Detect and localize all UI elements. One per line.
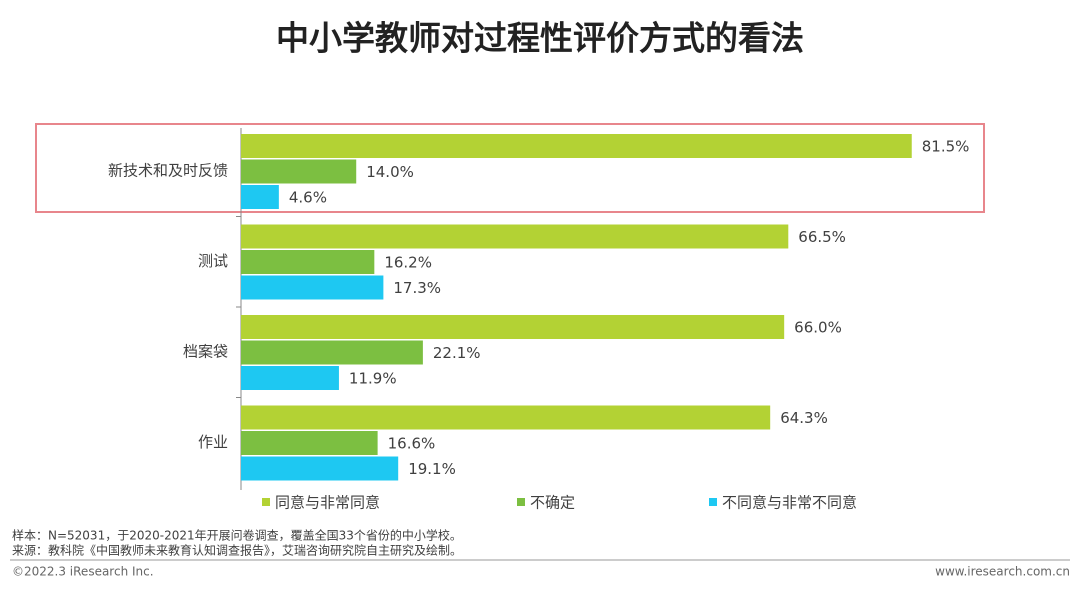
value-label: 66.0% — [794, 319, 842, 337]
legend-swatch — [709, 498, 717, 506]
bar — [241, 134, 912, 158]
value-label: 66.5% — [798, 228, 846, 246]
bar — [241, 340, 423, 365]
highlight-box — [35, 123, 985, 213]
category-label: 作业 — [198, 433, 228, 451]
bar — [241, 431, 378, 455]
value-label: 19.1% — [408, 460, 456, 478]
bar — [241, 405, 771, 430]
website: www.iresearch.com.cn — [935, 565, 1070, 579]
category-label: 新技术和及时反馈 — [108, 162, 228, 180]
value-label: 64.3% — [780, 409, 828, 427]
value-label: 17.3% — [393, 279, 441, 297]
value-label: 16.2% — [384, 254, 432, 272]
category-label: 测试 — [198, 252, 228, 270]
legend-label: 同意与非常同意 — [275, 494, 380, 512]
bar — [241, 275, 384, 300]
value-label: 4.6% — [289, 189, 327, 207]
legend-label: 不同意与非常不同意 — [722, 494, 857, 512]
bar — [241, 185, 279, 209]
copyright: ©2022.3 iResearch Inc. — [12, 565, 154, 579]
legend-label: 不确定 — [530, 494, 575, 512]
legend-swatch — [517, 498, 525, 506]
value-label: 81.5% — [922, 138, 970, 156]
value-label: 22.1% — [433, 344, 481, 362]
legend-swatch — [262, 498, 270, 506]
bar — [241, 159, 357, 184]
chart-title: 中小学教师对过程性评价方式的看法 — [276, 19, 804, 58]
value-label: 16.6% — [388, 435, 436, 453]
bar — [241, 224, 789, 249]
category-label: 档案袋 — [183, 343, 228, 361]
value-label: 11.9% — [349, 370, 397, 388]
bar — [241, 315, 785, 339]
bar — [241, 456, 399, 481]
bar — [241, 250, 375, 274]
footnote: 来源：教科院《中国教师未来教育认知调查报告》，艾瑞咨询研究院自主研究及绘制。 — [12, 543, 462, 558]
value-label: 14.0% — [366, 163, 414, 181]
footnote: 样本：N=52031，于2020-2021年开展问卷调查，覆盖全国33个省份的中… — [12, 528, 462, 543]
bar — [241, 366, 339, 390]
